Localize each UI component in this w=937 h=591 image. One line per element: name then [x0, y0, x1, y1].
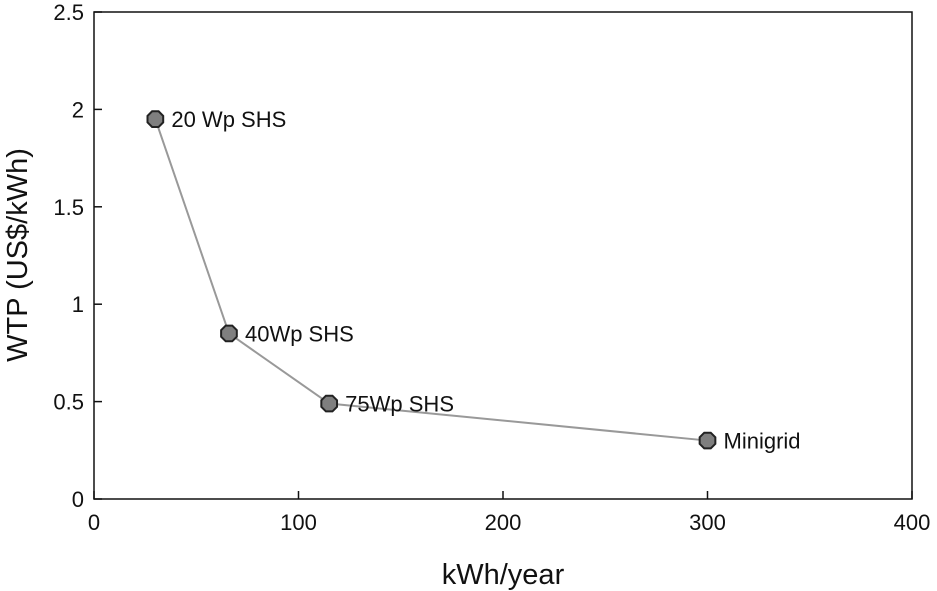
data-point-marker [320, 394, 339, 413]
data-markers [146, 110, 717, 450]
series-line [154, 118, 708, 442]
x-tick-label: 100 [280, 510, 317, 535]
y-tick-label: 2.5 [53, 0, 84, 25]
x-tick-label: 200 [485, 510, 522, 535]
y-tick-label: 2 [72, 97, 84, 122]
data-point-label: Minigrid [724, 429, 801, 454]
y-tick-label: 0 [72, 487, 84, 512]
data-point-label: 75Wp SHS [345, 392, 454, 417]
data-point-marker [698, 431, 717, 450]
y-tick-label: 1.5 [53, 195, 84, 220]
y-axis: 0 0.5 1 1.5 2 2.5 [53, 0, 102, 512]
x-tick-label: 300 [689, 510, 726, 535]
data-point-labels: 20 Wp SHS 40Wp SHS 75Wp SHS Minigrid [171, 107, 800, 453]
data-point-label: 40Wp SHS [245, 321, 354, 346]
x-axis-title: kWh/year [442, 559, 565, 591]
x-tick-label: 400 [894, 510, 931, 535]
y-tick-label: 1 [72, 292, 84, 317]
y-tick-label: 0.5 [53, 390, 84, 415]
data-point-marker [146, 110, 165, 128]
plot-frame [93, 11, 913, 500]
data-point-label: 20 Wp SHS [171, 107, 286, 132]
data-point-marker [220, 324, 238, 343]
y-axis-title: WTP (US$/kWh) [2, 148, 34, 362]
x-axis: 0 100 200 300 400 [88, 491, 930, 535]
x-tick-label: 0 [88, 510, 100, 535]
